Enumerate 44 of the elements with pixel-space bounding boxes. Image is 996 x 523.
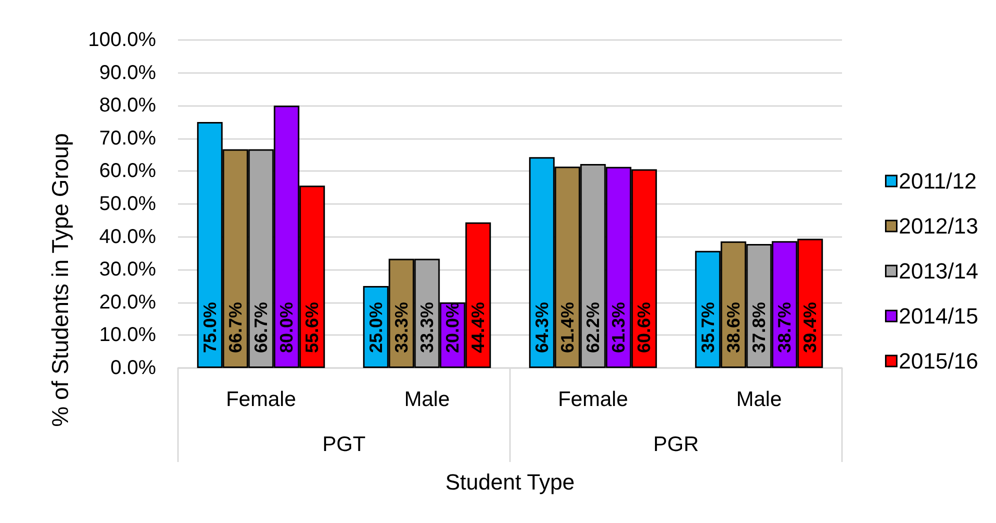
legend-label: 2015/16 (898, 348, 978, 374)
data-label: 38.6% (723, 302, 744, 353)
y-tick-label: 20.0% (99, 291, 156, 314)
data-label: 44.4% (468, 302, 488, 353)
data-label: 55.6% (302, 302, 322, 353)
data-label: 80.0% (276, 302, 297, 353)
data-label: 66.7% (251, 302, 271, 353)
x-tick-label: Female (226, 388, 296, 411)
x-tick-label: Male (736, 388, 782, 411)
data-label: 61.3% (608, 302, 629, 353)
data-label: 20.0% (442, 302, 463, 353)
x-tick-label: Female (558, 388, 628, 411)
data-label: 38.7% (774, 302, 795, 353)
data-label: 35.7% (698, 302, 718, 353)
y-tick-label: 0.0% (110, 357, 156, 379)
legend-label: 2013/14 (898, 258, 978, 284)
y-tick-label: 40.0% (99, 226, 156, 248)
data-label: 64.3% (532, 302, 552, 353)
y-tick-label: 50.0% (99, 193, 156, 215)
legend-label: 2011/12 (898, 168, 977, 194)
legend-label: 2012/13 (898, 214, 978, 238)
y-tick-label: 30.0% (99, 258, 156, 281)
y-tick-label: 10.0% (99, 324, 156, 346)
x-tick-label: Male (404, 388, 450, 411)
data-label: 61.4% (557, 302, 578, 353)
legend-label: 2014/15 (898, 304, 978, 328)
data-label: 66.7% (225, 302, 246, 353)
text: PGR (653, 433, 699, 456)
data-label: 62.2% (583, 302, 603, 353)
data-label: 39.4% (800, 302, 820, 353)
y-tick-label: 90.0% (99, 62, 156, 84)
data-label: 37.8% (749, 302, 769, 353)
y-tick-label: 80.0% (99, 94, 156, 117)
data-label: 25.0% (366, 302, 386, 353)
text: PGT (322, 433, 366, 456)
y-tick-label: 60.0% (99, 160, 156, 182)
x-axis-title: Student Type (445, 470, 575, 494)
data-label: 33.3% (417, 302, 437, 353)
data-label: 33.3% (391, 302, 412, 353)
data-label: 75.0% (200, 302, 220, 353)
y-axis-title: % of Students in Type Group (47, 133, 73, 427)
data-label: 60.6% (634, 302, 654, 353)
y-tick-label: 100.0% (88, 29, 156, 51)
y-tick-label: 70.0% (99, 127, 156, 150)
